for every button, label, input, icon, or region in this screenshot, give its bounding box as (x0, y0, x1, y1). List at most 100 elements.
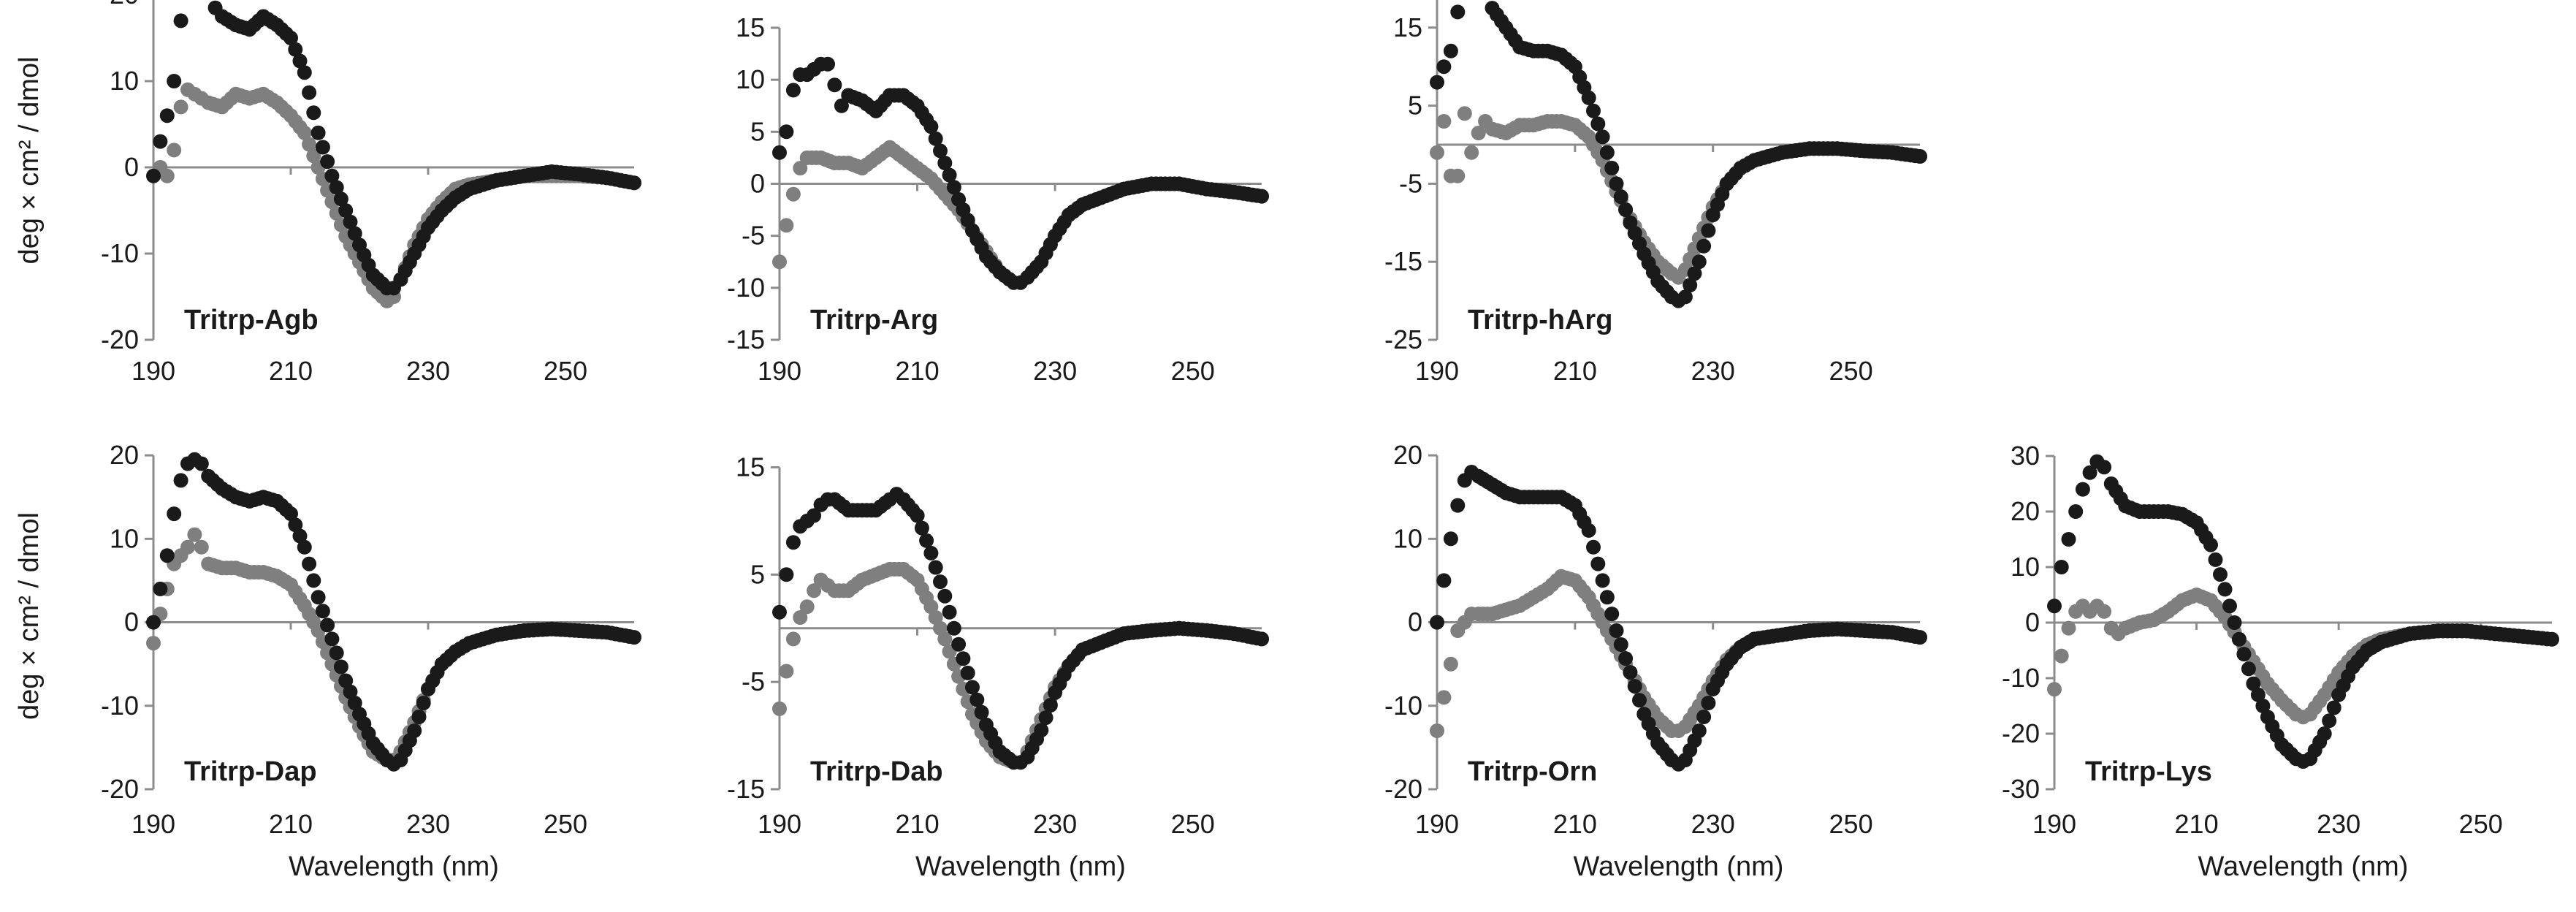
data-point-black (2097, 460, 2112, 475)
data-point-black (2208, 552, 2223, 567)
data-point-black (1599, 590, 1615, 605)
chart-panel: -20 -10 0 10 20 190 210 230 250 Tritrp-Orn Wavelen… (1384, 440, 1927, 882)
data-point-black (923, 545, 939, 560)
data-point-black (306, 573, 321, 588)
data-point-gray (772, 254, 787, 270)
y-tick-label: 15 (736, 12, 765, 42)
data-point-gray (793, 161, 808, 176)
data-point-black (928, 560, 943, 575)
data-point-black (937, 588, 953, 604)
data-point-black (2075, 482, 2090, 497)
data-point-black (1632, 693, 1647, 708)
data-point-black (1683, 278, 1698, 293)
x-tick-label: 210 (896, 356, 940, 386)
y-tick-label: -30 (2002, 774, 2040, 804)
data-point-black (2255, 699, 2271, 713)
data-point-gray (167, 142, 182, 158)
data-point-black (928, 131, 943, 146)
x-tick-label: 250 (1829, 809, 1873, 839)
data-point-black (1604, 607, 1620, 622)
data-point-black (1581, 522, 1596, 538)
data-point-black (338, 673, 354, 688)
data-point-black (1701, 696, 1716, 710)
y-tick-label: 0 (750, 169, 765, 199)
data-point-black (1436, 59, 1452, 75)
x-tick-label: 190 (1415, 356, 1459, 386)
data-point-black (1430, 75, 1444, 90)
panel-title: Tritrp-Arg (810, 305, 938, 335)
y-tick-label: 30 (2011, 441, 2040, 471)
data-point-black (1691, 723, 1707, 738)
data-point-black (297, 539, 312, 555)
data-point-black (820, 56, 835, 72)
data-point-black (333, 191, 348, 207)
y-tick-label: -15 (727, 774, 765, 804)
y-tick-label: -5 (742, 666, 765, 696)
data-point-black (315, 604, 330, 619)
data-point-black (2231, 631, 2247, 647)
data-point-black (1627, 679, 1642, 694)
data-point-gray (302, 137, 317, 152)
data-point-black (785, 83, 801, 98)
data-point-gray (793, 610, 808, 625)
y-tick-label: 5 (750, 116, 765, 146)
data-point-black (2317, 726, 2332, 741)
x-tick-label: 250 (1171, 356, 1215, 386)
data-point-black (1623, 665, 1638, 680)
y-tick-label: 10 (736, 64, 765, 94)
data-point-black (302, 556, 317, 571)
panel-title: Tritrp-Orn (1468, 756, 1597, 787)
data-point-gray (2054, 648, 2069, 664)
data-point-gray (180, 539, 195, 555)
data-point-black (2322, 713, 2337, 729)
data-point-black (159, 548, 175, 563)
data-point-black (153, 581, 168, 596)
data-point-black (167, 506, 182, 522)
panel-title: Tritrp-hArg (1468, 305, 1612, 335)
data-point-black (1701, 223, 1716, 238)
data-point-black (779, 567, 794, 582)
y-tick-label: 0 (124, 152, 139, 182)
y-tick-label: 10 (2011, 552, 2040, 582)
data-point-black (1581, 90, 1596, 105)
data-point-black (914, 520, 929, 536)
data-point-black (834, 98, 849, 113)
chart-panel: -25-15-551525190210230250Tritrp-hArg (1384, 0, 1927, 386)
data-point-black (969, 692, 985, 707)
data-point-black (1691, 254, 1707, 270)
data-point-black (167, 74, 182, 88)
data-point-black (153, 134, 168, 149)
data-point-black (1436, 573, 1452, 588)
data-point-black (1687, 266, 1702, 281)
data-point-black (320, 618, 335, 633)
x-tick-label: 190 (758, 809, 801, 839)
data-point-black (2047, 598, 2062, 614)
data-point-black (1590, 116, 1606, 132)
panel-title: Tritrp-Agb (184, 305, 319, 335)
data-point-gray (2097, 604, 2112, 619)
y-tick-label: 0 (1408, 607, 1422, 637)
data-point-black (315, 140, 330, 155)
data-point-black (288, 42, 303, 57)
data-point-black (772, 604, 787, 620)
x-tick-label: 230 (1033, 356, 1077, 386)
data-point-gray (1471, 126, 1486, 140)
data-point-black (946, 620, 961, 636)
data-point-black (942, 167, 957, 183)
data-point-black (159, 108, 175, 123)
data-point-black (306, 105, 321, 121)
data-point-gray (173, 99, 188, 115)
y-tick-label: -15 (727, 324, 765, 354)
data-point-black (910, 508, 925, 523)
data-point-gray (2061, 620, 2076, 636)
data-point-black (960, 665, 975, 680)
x-tick-label: 190 (758, 356, 801, 386)
data-point-black (324, 168, 340, 183)
data-point-black (946, 180, 961, 195)
data-point-gray (1430, 145, 1444, 160)
data-point-black (343, 684, 358, 699)
data-point-black (146, 168, 161, 183)
data-point-black (320, 154, 335, 170)
y-tick-label: 15 (1393, 12, 1422, 42)
